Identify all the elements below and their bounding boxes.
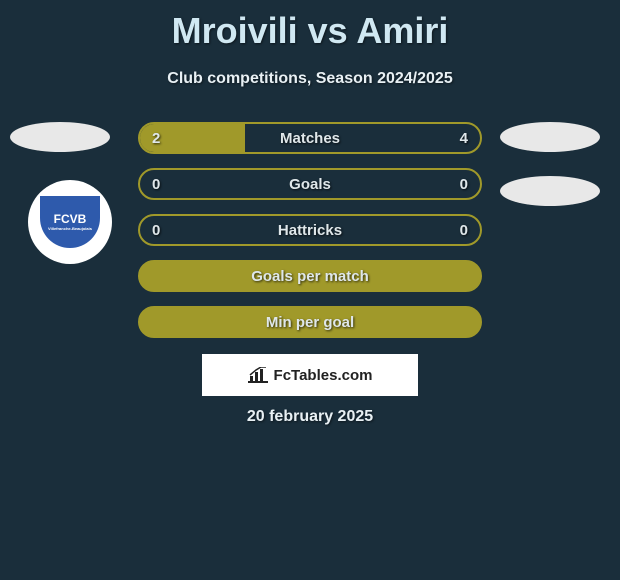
club-left-logo: FCVB Villefranche-Beaujolais: [28, 180, 112, 264]
subtitle: Club competitions, Season 2024/2025: [0, 70, 620, 88]
club-right-badge: [500, 176, 600, 206]
chart-icon: [248, 367, 268, 383]
attribution-box: FcTables.com: [202, 354, 418, 396]
comparison-bars: 24Matches 00Goals 00Hattricks Goals per mat…: [138, 122, 482, 352]
bar-label: Goals: [140, 170, 480, 198]
bar-label: Min per goal: [140, 308, 480, 336]
date-text: 20 february 2025: [0, 408, 620, 426]
bar-row: 24Matches: [138, 122, 482, 154]
player-right-badge: [500, 122, 600, 152]
bar-row: 00Goals: [138, 168, 482, 200]
player-left-badge: [10, 122, 110, 152]
attribution-text: FcTables.com: [274, 367, 373, 384]
club-left-logo-shield: FCVB Villefranche-Beaujolais: [40, 196, 100, 248]
bar-label: Goals per match: [140, 262, 480, 290]
bar-row: Goals per match: [138, 260, 482, 292]
page-title: Mroivili vs Amiri: [0, 0, 620, 52]
bar-label: Matches: [140, 124, 480, 152]
club-logo-text-top: FCVB: [54, 213, 87, 225]
bar-row: Min per goal: [138, 306, 482, 338]
club-logo-text-bottom: Villefranche-Beaujolais: [48, 227, 92, 231]
bar-label: Hattricks: [140, 216, 480, 244]
bar-row: 00Hattricks: [138, 214, 482, 246]
